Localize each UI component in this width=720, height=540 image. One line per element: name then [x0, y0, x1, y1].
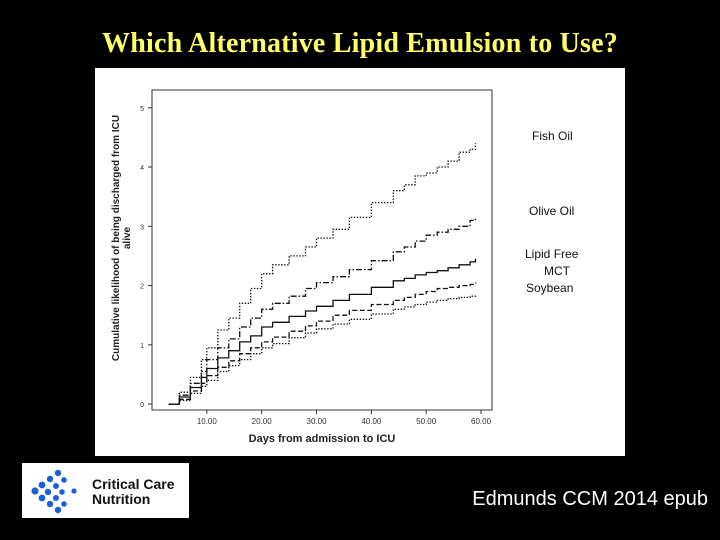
logo-dot: [31, 487, 39, 495]
logo-dot: [46, 500, 54, 508]
x-tick-label: 50.00: [416, 417, 437, 426]
logo-dot: [59, 489, 65, 495]
legend-olive-oil: Olive Oil: [529, 204, 575, 218]
series-lines: [168, 143, 477, 405]
critical-care-nutrition-logo: Critical Care Nutrition: [22, 463, 189, 518]
survival-chart: 0 1 2 3 4 5 10.00 20.00 30.00 40.00 50.00 60.00 Da…: [95, 68, 625, 456]
series-mct: [168, 282, 477, 405]
y-tick-label: 5: [140, 106, 144, 113]
logo-dot: [38, 494, 46, 502]
x-axis-title: Days from admission to ICU: [249, 433, 396, 445]
logo-dot: [44, 488, 52, 496]
logo-text: Critical Care Nutrition: [92, 477, 174, 507]
logo-dot: [54, 506, 62, 514]
logo-dot: [53, 483, 59, 489]
legend-soybean: Soybean: [526, 281, 574, 295]
y-tick-label: 1: [140, 343, 144, 350]
slide-title: Which Alternative Lipid Emulsion to Use?: [102, 28, 618, 59]
legend-mct: MCT: [544, 264, 570, 278]
x-tick-label: 40.00: [361, 417, 382, 426]
logo-dot: [54, 469, 62, 477]
logo-dot: [38, 481, 46, 489]
logo-dot: [61, 477, 67, 483]
x-tick-label: 10.00: [197, 417, 218, 426]
series-soybean: [168, 294, 477, 405]
citation: Edmunds CCM 2014 epub: [472, 488, 708, 510]
series-olive-oil: [168, 217, 477, 405]
logo-dot: [71, 488, 77, 494]
logo-dot: [61, 501, 67, 507]
y-tick-label: 2: [140, 284, 144, 291]
y-tick-label: 0: [140, 402, 144, 409]
y-axis: 0 1 2 3 4 5: [140, 106, 152, 409]
y-tick-label: 4: [140, 165, 144, 172]
x-axis: 10.00 20.00 30.00 40.00 50.00 60.00: [197, 410, 492, 426]
y-axis-title: Cumulative likelihood of being discharge…: [111, 115, 133, 361]
legend-lipid-free: Lipid Free: [525, 247, 579, 261]
chart-svg: 0 1 2 3 4 5 10.00 20.00 30.00 40.00 50.00 60.00 Da…: [111, 89, 493, 445]
logo-line-1: Critical Care: [92, 476, 175, 492]
logo-dot: [53, 495, 59, 501]
plot-frame: [151, 89, 493, 411]
logo-dots-icon: [31, 469, 77, 514]
legend-fish-oil: Fish Oil: [532, 129, 573, 143]
y-tick-label: 3: [140, 224, 144, 231]
x-tick-label: 20.00: [252, 417, 273, 426]
logo-dot: [46, 475, 54, 483]
x-tick-label: 30.00: [307, 417, 328, 426]
series-lipid-free: [168, 258, 477, 405]
x-tick-label: 60.00: [471, 417, 492, 426]
logo-line-2: Nutrition: [92, 491, 151, 507]
